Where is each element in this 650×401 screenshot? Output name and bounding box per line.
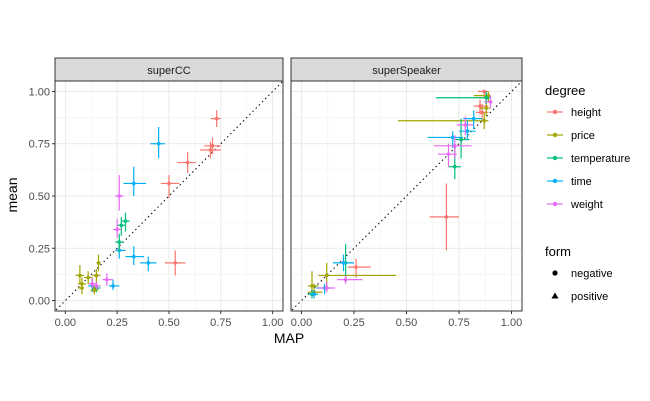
legend-item-temperature: temperature bbox=[547, 153, 630, 165]
x-tick-label: 1.00 bbox=[262, 317, 283, 329]
point-height bbox=[208, 148, 213, 152]
point-height bbox=[185, 160, 190, 165]
x-tick-label: 0.00 bbox=[291, 317, 312, 329]
identity-reference-line bbox=[291, 81, 522, 311]
legend-item-positive: positive bbox=[551, 291, 608, 303]
legend-item-weight: weight bbox=[547, 199, 603, 211]
y-tick-label: 0.75 bbox=[29, 139, 50, 151]
point-temperature bbox=[459, 137, 463, 142]
y-tick-label: 1.00 bbox=[29, 86, 50, 98]
point-time bbox=[471, 116, 476, 121]
facet-strip-label: superCC bbox=[147, 65, 190, 77]
legend-key-point bbox=[552, 155, 558, 161]
x-tick-label: 0.75 bbox=[210, 317, 231, 329]
legend-label-time: time bbox=[571, 176, 592, 188]
x-tick-label: 0.25 bbox=[106, 317, 127, 329]
point-weight bbox=[343, 277, 348, 282]
point-temperature bbox=[117, 240, 122, 244]
point-weight bbox=[94, 284, 99, 288]
point-price bbox=[310, 284, 314, 288]
identity-reference-line bbox=[55, 81, 283, 311]
legend-key-point bbox=[552, 178, 558, 184]
point-height bbox=[354, 265, 358, 269]
x-tick-label: 1.00 bbox=[501, 317, 522, 329]
point-time bbox=[131, 254, 136, 259]
x-tick-label: 0.00 bbox=[55, 317, 76, 329]
point-time bbox=[465, 129, 470, 133]
point-height bbox=[444, 215, 449, 219]
legend-key-circle bbox=[552, 270, 558, 276]
point-price bbox=[96, 261, 101, 265]
point-time bbox=[111, 284, 115, 288]
point-time bbox=[146, 261, 151, 265]
point-height bbox=[214, 116, 219, 121]
data-points bbox=[75, 110, 221, 295]
point-price bbox=[78, 273, 82, 278]
y-tick-label: 0.50 bbox=[29, 191, 50, 203]
point-height bbox=[480, 110, 484, 115]
legend-label-price: price bbox=[571, 130, 595, 142]
legend-label-negative: negative bbox=[571, 268, 613, 280]
point-height bbox=[482, 89, 487, 94]
y-tick-label: 0.00 bbox=[29, 296, 50, 308]
point-weight bbox=[324, 286, 329, 290]
panels-layer: superCC 0.00 0.25 0.50 0.75 1.00 0.00 0.25 0.50 0… bbox=[29, 57, 523, 329]
point-price bbox=[324, 273, 329, 278]
point-temperature bbox=[453, 164, 457, 169]
point-temperature bbox=[484, 95, 489, 100]
legend-item-price: price bbox=[547, 130, 595, 142]
point-weight bbox=[453, 144, 457, 148]
point-height bbox=[478, 104, 482, 108]
y-axis-title: mean bbox=[4, 177, 20, 212]
legend-label-temperature: temperature bbox=[571, 153, 630, 165]
legend-key-point bbox=[552, 109, 558, 115]
point-time bbox=[156, 141, 161, 146]
point-height bbox=[167, 181, 171, 186]
point-time bbox=[312, 292, 316, 297]
legend-key-triangle bbox=[551, 292, 559, 299]
point-time bbox=[450, 135, 455, 140]
point-temperature bbox=[119, 223, 124, 228]
panel-superSpeaker: superSpeaker 0.00 0.25 0.50 0.75 1.00 bbox=[290, 57, 523, 329]
point-weight bbox=[488, 100, 493, 104]
legend: degree form height price temperature time we… bbox=[545, 83, 630, 303]
point-height bbox=[210, 144, 215, 148]
legend-item-height: height bbox=[547, 107, 601, 119]
x-tick-label: 0.25 bbox=[343, 317, 364, 329]
point-weight bbox=[446, 152, 451, 156]
legend-color-title: degree bbox=[545, 83, 585, 98]
x-tick-label: 0.75 bbox=[448, 317, 469, 329]
facet-strip-label: superSpeaker bbox=[372, 65, 441, 77]
legend-label-positive: positive bbox=[571, 291, 608, 303]
x-axis-title: MAP bbox=[274, 330, 304, 346]
point-price bbox=[92, 288, 97, 292]
x-tick-label: 0.50 bbox=[158, 317, 179, 329]
point-height bbox=[173, 261, 178, 265]
panel-superCC: superCC 0.00 0.25 0.50 0.75 1.00 0.00 0.25 0.50 0… bbox=[29, 57, 284, 329]
point-weight bbox=[115, 227, 119, 232]
point-price bbox=[80, 286, 84, 290]
point-weight bbox=[463, 123, 468, 127]
legend-item-negative: negative bbox=[552, 268, 613, 280]
y-tick-label: 0.25 bbox=[29, 243, 50, 255]
x-tick-label: 0.50 bbox=[396, 317, 417, 329]
point-temperature bbox=[123, 219, 128, 223]
point-weight bbox=[90, 282, 95, 286]
legend-label-height: height bbox=[571, 107, 601, 119]
legend-shape-title: form bbox=[545, 244, 571, 259]
legend-key-point bbox=[552, 201, 558, 207]
point-price bbox=[482, 118, 487, 123]
point-time bbox=[341, 261, 346, 265]
point-price bbox=[94, 273, 99, 278]
point-weight bbox=[117, 194, 122, 198]
legend-key-point bbox=[552, 132, 558, 138]
data-points bbox=[307, 89, 493, 299]
point-price bbox=[86, 275, 90, 280]
point-time bbox=[131, 181, 136, 186]
legend-label-weight: weight bbox=[570, 199, 603, 211]
legend-item-time: time bbox=[547, 176, 592, 188]
point-price bbox=[484, 106, 489, 110]
point-weight bbox=[105, 277, 109, 282]
